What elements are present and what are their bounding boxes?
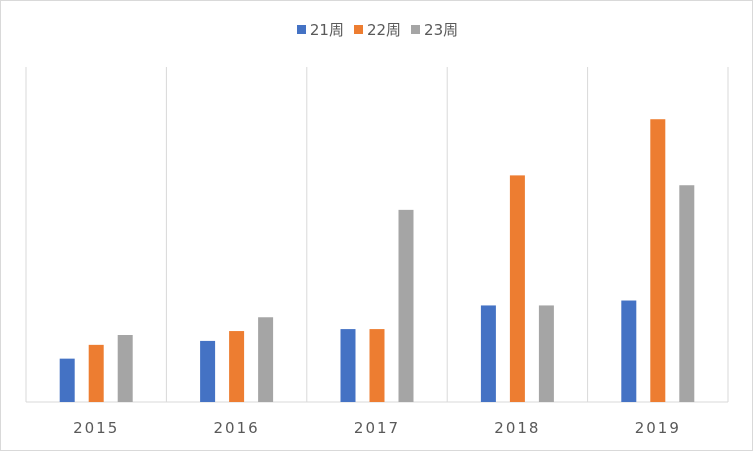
legend: 21周 22周 23周 bbox=[1, 19, 753, 40]
bar-2016-series-2 bbox=[229, 331, 245, 402]
legend-swatch-22 bbox=[353, 25, 363, 34]
legend-swatch-23 bbox=[411, 25, 421, 34]
bar-2018-series-1 bbox=[480, 305, 496, 402]
legend-swatch-21 bbox=[296, 25, 306, 34]
x-tick-label-2016: 2016 bbox=[214, 419, 260, 437]
bar-2016-series-3 bbox=[258, 317, 274, 402]
x-tick-label-2019: 2019 bbox=[635, 419, 681, 437]
bar-2017-series-1 bbox=[340, 329, 356, 402]
bar-2015-series-2 bbox=[88, 344, 104, 402]
bar-2017-series-3 bbox=[398, 209, 414, 402]
bar-2019-series-1 bbox=[621, 300, 637, 402]
x-tick-label-2018: 2018 bbox=[494, 419, 540, 437]
x-tick-label-2015: 2015 bbox=[73, 419, 119, 437]
legend-label-22: 22周 bbox=[366, 21, 402, 39]
legend-item-21: 21周 bbox=[296, 19, 344, 40]
legend-label-21: 21周 bbox=[309, 21, 344, 39]
x-tick-label-2017: 2017 bbox=[354, 419, 400, 437]
bar-2019-series-2 bbox=[650, 119, 666, 403]
legend-label-23: 23周 bbox=[424, 21, 459, 39]
bar-2018-series-2 bbox=[509, 175, 525, 402]
bar-2015-series-1 bbox=[59, 358, 75, 402]
bar-2018-series-3 bbox=[538, 305, 554, 402]
bar-2016-series-1 bbox=[200, 340, 216, 402]
bar-2015-series-3 bbox=[117, 335, 133, 402]
legend-item-22: 22周 bbox=[353, 19, 402, 40]
bar-2019-series-3 bbox=[679, 185, 695, 402]
bar-2017-series-2 bbox=[369, 329, 385, 402]
legend-item-23: 23周 bbox=[411, 19, 458, 40]
